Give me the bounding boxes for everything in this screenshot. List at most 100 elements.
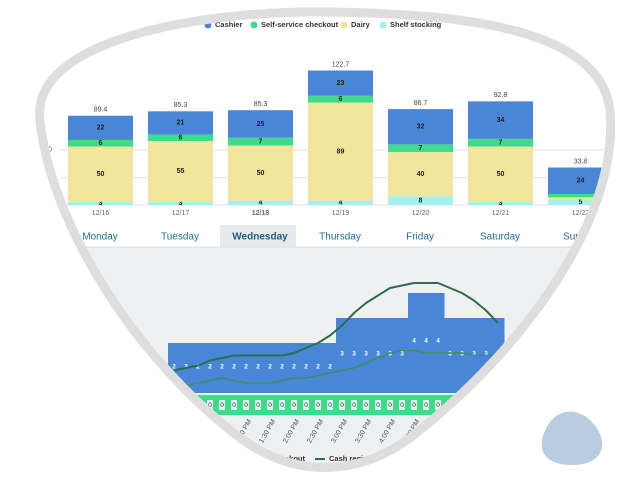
segment-label: 25 xyxy=(257,121,265,128)
total-label: 85.3 xyxy=(174,102,188,109)
bar-segment xyxy=(468,101,533,139)
forecast-line xyxy=(174,349,498,387)
bar-segment xyxy=(308,102,373,201)
lens-frame xyxy=(35,7,616,472)
staff-block xyxy=(408,293,421,393)
segment-label: 22 xyxy=(97,125,105,132)
count-box xyxy=(375,400,381,410)
lane-count: 0 xyxy=(340,402,344,409)
bar-segment xyxy=(308,70,373,96)
count-box xyxy=(243,400,249,410)
legend-marker xyxy=(340,21,348,29)
forecast-line xyxy=(173,282,499,372)
x-tick-label: 12/16 xyxy=(92,210,110,217)
bar-segment xyxy=(308,95,373,103)
segment-label: 6 xyxy=(99,140,103,147)
decor-blob xyxy=(541,411,603,466)
segment-label: 50 xyxy=(97,171,105,178)
count-box xyxy=(483,400,489,410)
count-box xyxy=(339,400,345,410)
lane-count: 0 xyxy=(460,402,464,409)
lane-count: 0 xyxy=(220,402,224,409)
lane-count: 0 xyxy=(232,402,236,409)
segment-label: 7 xyxy=(259,138,263,145)
bar-segment xyxy=(228,200,293,205)
staff-count: 3 xyxy=(340,351,344,358)
segment-label: 3 xyxy=(99,200,103,207)
bar-segment xyxy=(148,201,213,205)
segment-label: 40 xyxy=(417,171,425,178)
staff-block xyxy=(456,318,469,393)
bar-segment xyxy=(68,139,133,147)
lane-count: 0 xyxy=(184,402,188,409)
staff-count: 2 xyxy=(172,364,176,371)
segment-label: 8 xyxy=(419,197,423,204)
lane-count: 0 xyxy=(412,402,416,409)
staff-block xyxy=(396,318,409,393)
count-box xyxy=(351,400,357,410)
day-tab[interactable]: Tuesday xyxy=(161,232,199,243)
total-label: 92.8 xyxy=(494,92,508,99)
staff-block xyxy=(300,343,313,393)
staff-block xyxy=(216,343,229,393)
count-box xyxy=(279,400,285,410)
staff-count: 2 xyxy=(196,364,200,371)
day-tab[interactable]: Friday xyxy=(406,232,434,243)
staff-block xyxy=(360,318,373,393)
bar-segment xyxy=(548,193,611,198)
day-tab[interactable]: Wednesday xyxy=(232,232,288,243)
segment-label: 50 xyxy=(497,171,505,178)
count-box xyxy=(495,400,501,410)
bar-segment xyxy=(228,137,293,146)
staff-count: 2 xyxy=(304,364,308,371)
staff-count: 2 xyxy=(256,364,260,371)
staff-block xyxy=(312,343,325,393)
staff-block xyxy=(372,318,385,393)
day-tab[interactable]: Thursday xyxy=(319,232,361,243)
bar-segment xyxy=(548,199,611,205)
segment-label: 7 xyxy=(419,145,423,152)
x-tick-label: 12/17 xyxy=(172,210,190,217)
segment-label: 6 xyxy=(179,135,183,142)
staff-count: 2 xyxy=(280,364,284,371)
segment-label: 23 xyxy=(337,80,345,87)
segment-label: 34 xyxy=(497,117,505,124)
tab-selected-bg xyxy=(220,225,296,247)
legend-marker xyxy=(250,21,258,29)
lane-count: 0 xyxy=(316,402,320,409)
staff-block xyxy=(288,343,301,393)
count-box xyxy=(363,400,369,410)
day-tab[interactable]: Saturday xyxy=(480,232,520,243)
count-box xyxy=(267,400,273,410)
staff-count: 2 xyxy=(232,364,236,371)
legend-marker xyxy=(218,455,226,463)
segment-label: 50 xyxy=(257,170,265,177)
day-tab[interactable]: Monday xyxy=(82,232,118,243)
lane-count: 0 xyxy=(208,402,212,409)
count-box xyxy=(303,400,309,410)
total-label: 85.3 xyxy=(254,101,268,108)
count-box xyxy=(255,400,261,410)
lane-count: 0 xyxy=(388,402,392,409)
bar-segment xyxy=(388,152,453,197)
segment-label: 3 xyxy=(499,200,503,207)
count-box xyxy=(435,400,441,410)
bar-segment xyxy=(68,115,133,140)
count-box xyxy=(423,400,429,410)
count-box xyxy=(387,400,393,410)
staff-count: 3 xyxy=(400,351,404,358)
count-box xyxy=(291,400,297,410)
staff-count: 3 xyxy=(364,351,368,358)
x-tick-label: 12/19 xyxy=(332,210,350,217)
legend-label: Shelf stocking xyxy=(390,20,442,29)
legend-label: Dairy xyxy=(351,20,371,29)
total-label: 33.8 xyxy=(574,158,588,165)
staff-count: 3 xyxy=(352,351,356,358)
segment-label: 4 xyxy=(339,200,343,207)
staff-count: 3 xyxy=(460,351,464,358)
staff-count: 3 xyxy=(484,351,488,358)
staff-count: 3 xyxy=(376,351,380,358)
staff-block xyxy=(384,318,397,393)
lane-count: 0 xyxy=(364,402,368,409)
count-box xyxy=(171,400,177,410)
